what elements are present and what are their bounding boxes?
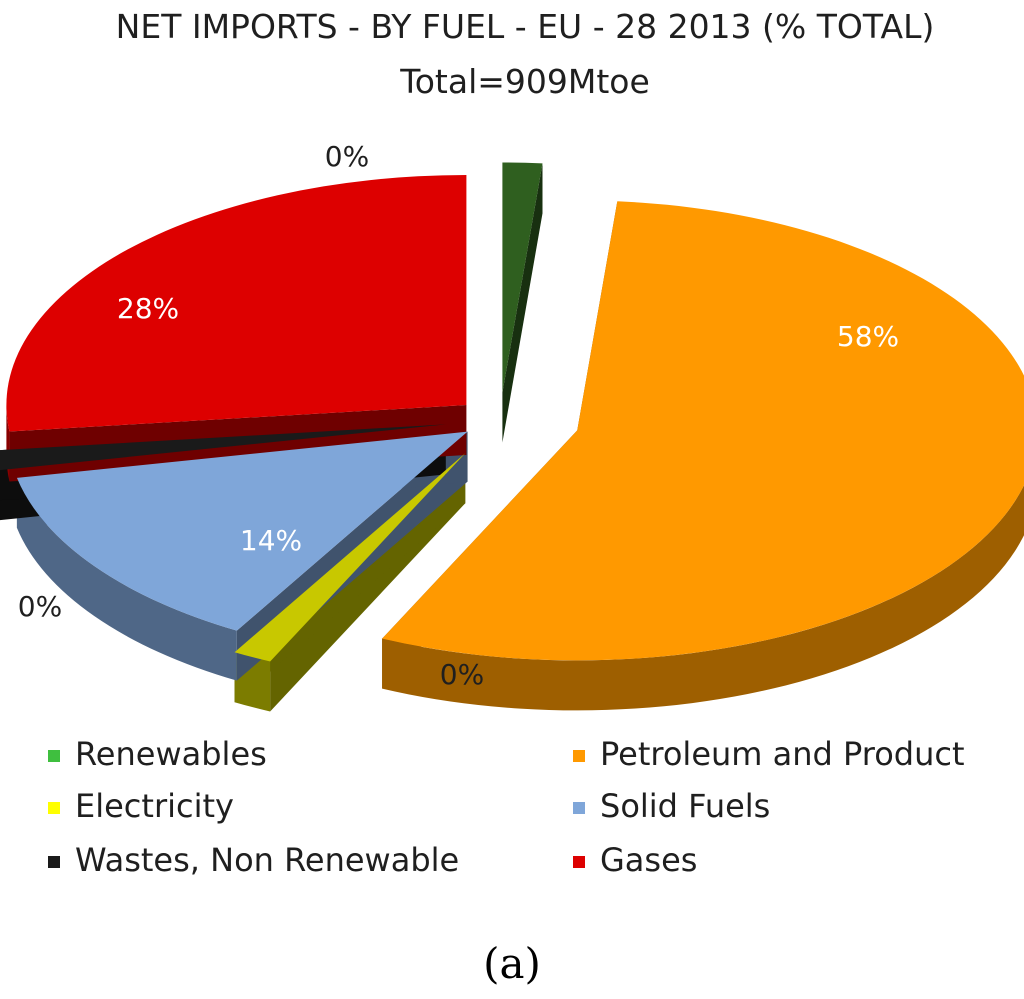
pie-slice-electricity <box>234 453 466 662</box>
petroleum-and-product-outer-wall <box>382 485 1024 711</box>
pie-data-labels: 0% 58% 0% 14% 0% 28% <box>18 140 899 691</box>
legend-item-wastes-non-renewable: Wastes, Non Renewable <box>48 841 459 879</box>
pie-slice-petroleum-and-product <box>382 201 1024 661</box>
legend-label-electricity: Electricity <box>75 787 234 825</box>
legend-swatch-gases <box>573 856 585 868</box>
pie-slice-wastes-non-renewable <box>0 424 446 471</box>
chart-subtitle: Total=909Mtoe <box>399 62 650 101</box>
legend-item-electricity: Electricity <box>48 787 234 825</box>
figure-caption: (a) <box>483 939 541 988</box>
legend-label-wastes-non-renewable: Wastes, Non Renewable <box>75 841 459 879</box>
legend-item-gases: Gases <box>573 841 697 879</box>
data-label-petroleum-and-product: 58% <box>837 320 899 353</box>
pie-slice-renewables <box>502 162 543 393</box>
legend-label-petroleum-and-product: Petroleum and Product <box>600 735 965 773</box>
legend-item-solid-fuels: Solid Fuels <box>573 787 770 825</box>
legend-swatch-petroleum-and-product <box>573 750 585 762</box>
legend-item-petroleum-and-product: Petroleum and Product <box>573 735 965 773</box>
pie-slice-solid-fuels <box>16 431 468 631</box>
legend-label-gases: Gases <box>600 841 697 879</box>
data-label-solid-fuels: 14% <box>240 524 302 557</box>
legend-label-solid-fuels: Solid Fuels <box>600 787 770 825</box>
data-label-electricity: 0% <box>440 658 484 691</box>
legend-swatch-wastes-non-renewable <box>48 856 60 868</box>
data-label-renewables: 0% <box>325 140 369 173</box>
legend: Renewables Petroleum and Product Electrici… <box>48 735 965 879</box>
legend-label-renewables: Renewables <box>75 735 267 773</box>
legend-swatch-renewables <box>48 750 60 762</box>
pie-top-faces <box>0 162 1024 662</box>
renewables-radial-wall-end <box>502 163 543 443</box>
data-label-wastes-non-renewable: 0% <box>18 590 62 623</box>
solid-fuels-outer-wall <box>16 477 237 681</box>
legend-swatch-electricity <box>48 802 60 814</box>
data-label-gases: 28% <box>117 292 179 325</box>
chart-title: NET IMPORTS - BY FUEL - EU - 28 2013 (% … <box>116 7 935 46</box>
pie-slice-gases <box>6 175 467 432</box>
legend-item-renewables: Renewables <box>48 735 267 773</box>
legend-swatch-solid-fuels <box>573 802 585 814</box>
